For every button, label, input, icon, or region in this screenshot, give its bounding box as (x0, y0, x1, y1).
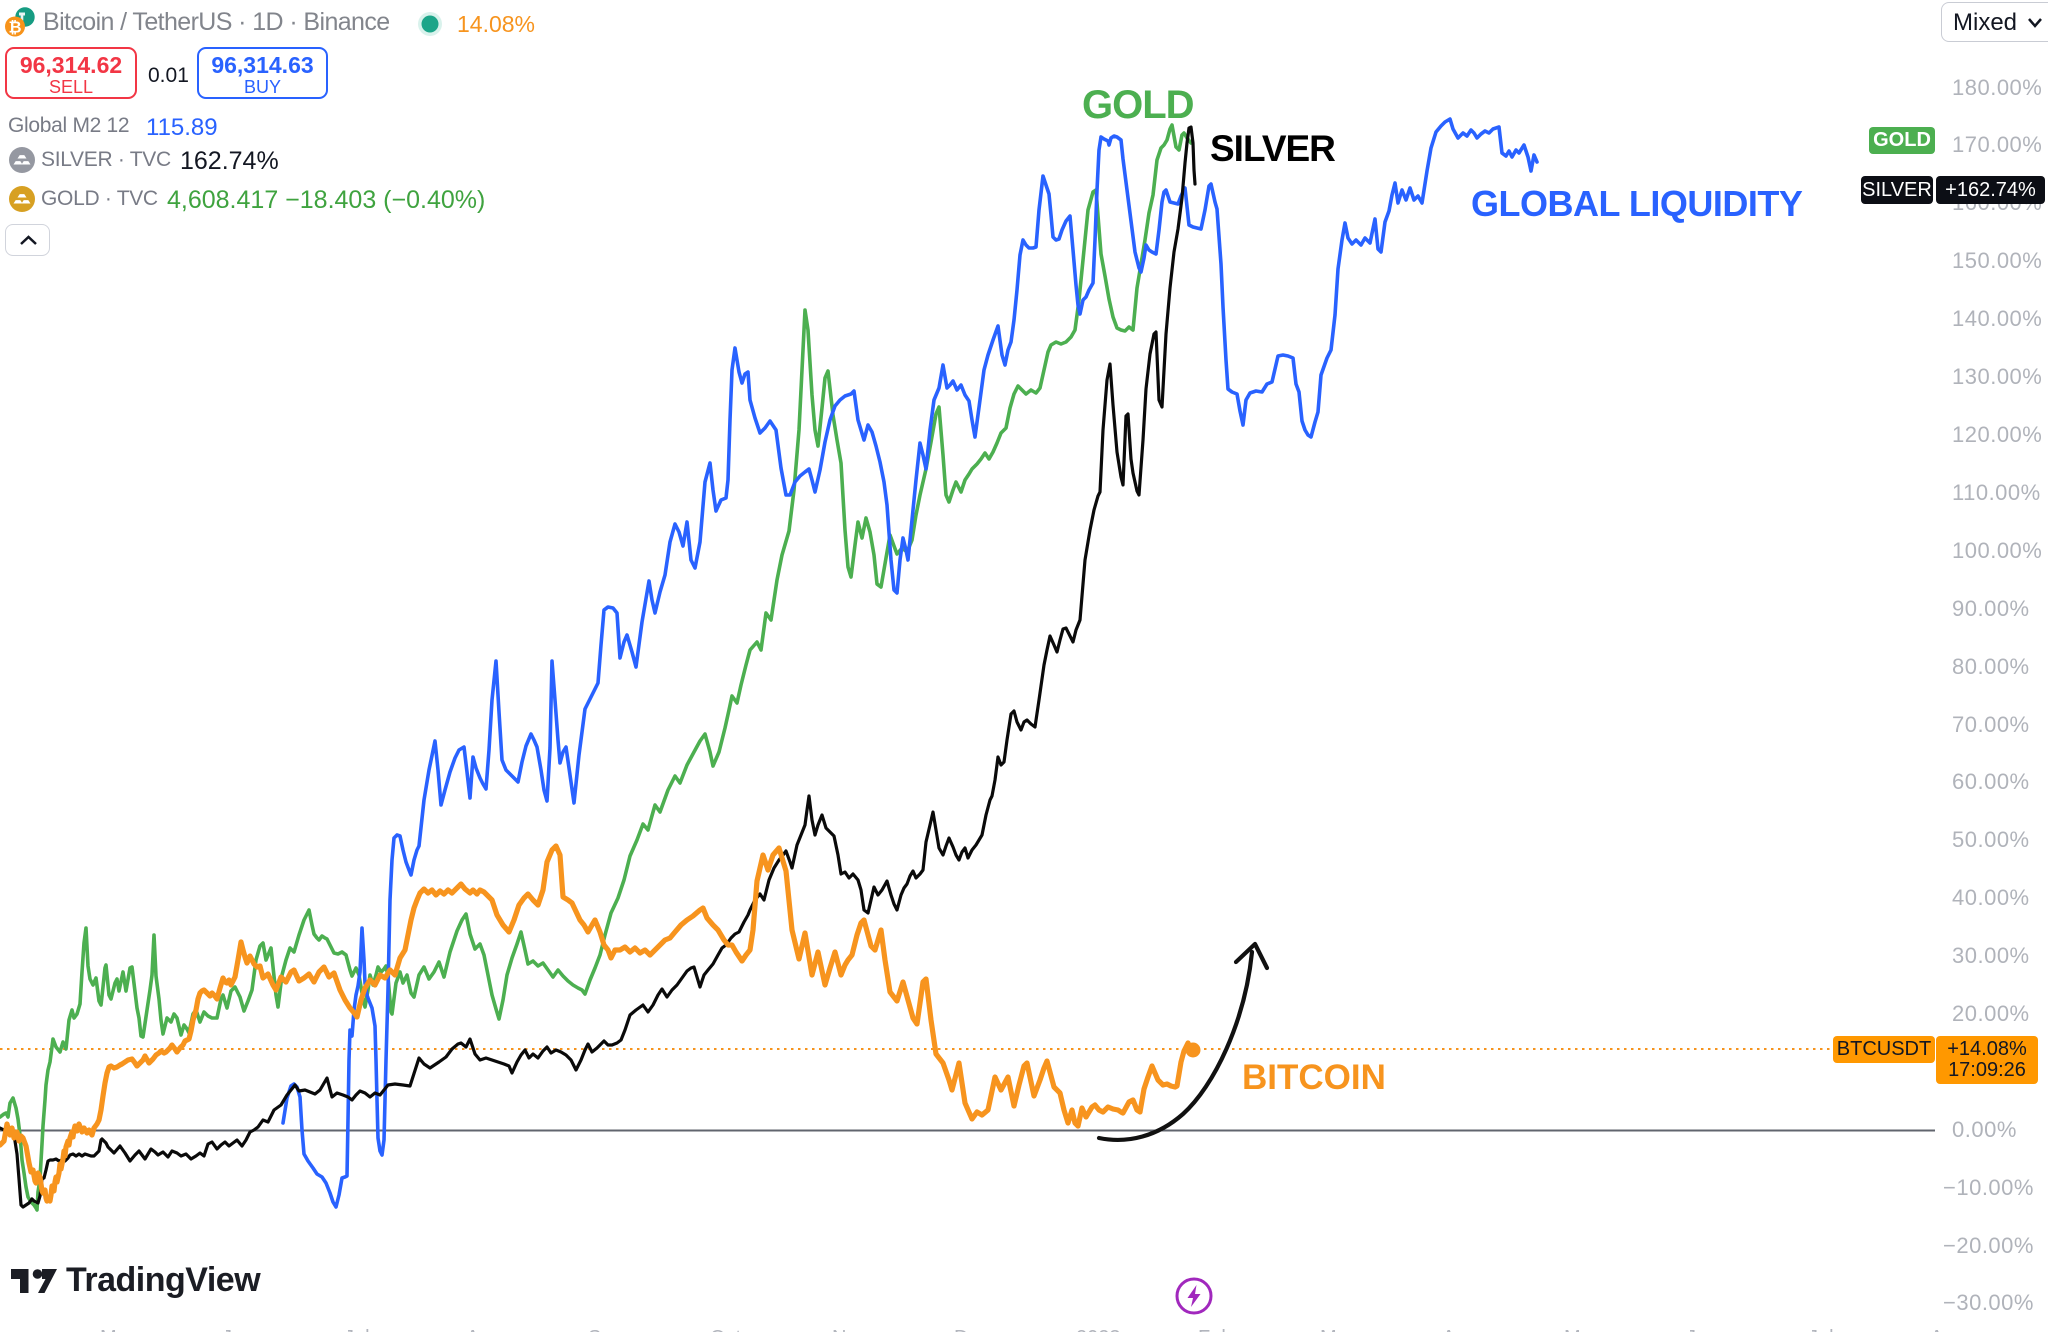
svg-text:₿: ₿ (8, 19, 21, 37)
